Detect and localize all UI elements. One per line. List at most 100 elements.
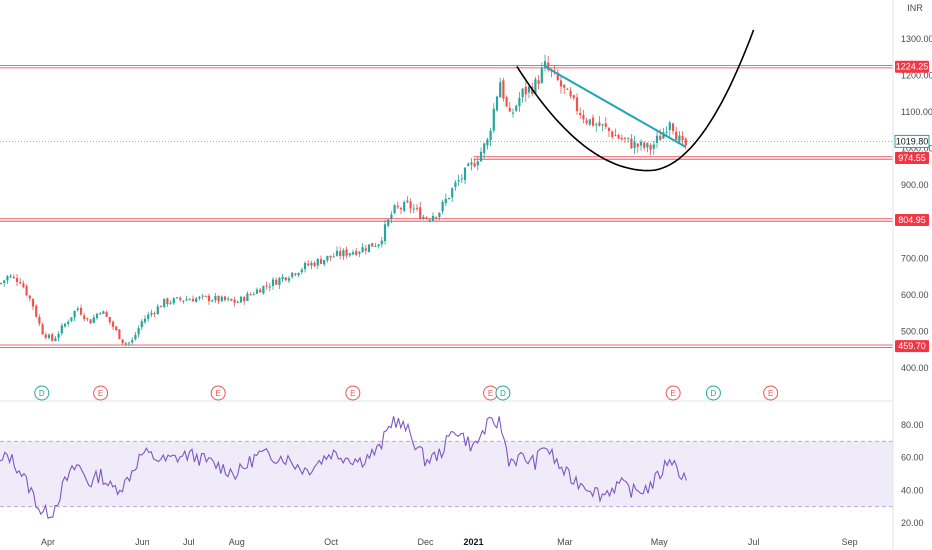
candle-body [396, 205, 399, 208]
candle-body [332, 256, 335, 258]
price-pane[interactable] [0, 29, 893, 348]
candle-body [598, 122, 601, 126]
candle-body [390, 214, 393, 219]
candle-body [428, 219, 431, 221]
candle-body [259, 289, 262, 293]
candle-body [201, 295, 204, 297]
candle-body [639, 141, 643, 146]
candle-body [371, 243, 374, 247]
rsi-pane[interactable] [0, 416, 893, 520]
candle-body [636, 143, 639, 147]
candle-body [153, 313, 156, 315]
candle-body [435, 216, 438, 218]
candle-body [447, 197, 451, 199]
candle-body [393, 205, 396, 214]
candle-body [38, 316, 41, 324]
candle-body [166, 298, 169, 305]
candle-body [319, 259, 323, 264]
dividend-marker [705, 385, 721, 401]
candle-body [9, 276, 12, 278]
dividend-marker [495, 385, 511, 401]
candle-body [31, 298, 35, 307]
candle-body [630, 138, 633, 149]
candle-body [15, 278, 19, 283]
cup-curve-drawing[interactable] [516, 29, 755, 172]
candle-body [623, 137, 627, 139]
earnings-marker [763, 385, 779, 401]
candle-body [137, 328, 140, 335]
candle-body [534, 79, 537, 94]
candle-body [342, 250, 345, 257]
event-marker-label: E [350, 389, 355, 398]
candle-body [326, 255, 329, 261]
candle-body [457, 180, 460, 182]
candle-body [684, 138, 687, 146]
candle-body [665, 131, 668, 133]
candle-body [230, 298, 233, 301]
event-marker-label: D [711, 389, 717, 398]
candle-body [310, 262, 313, 266]
time-tick-label: Jun [135, 537, 150, 547]
price-tick-label: 1000.00 [901, 144, 932, 154]
rsi-axis[interactable]: 20.00 40.00 60.00 80.00 [901, 420, 924, 528]
candle-body [419, 207, 422, 219]
candle-body [115, 326, 118, 331]
candle-body [291, 272, 294, 278]
candle-body [518, 98, 521, 107]
candle-body [383, 224, 387, 242]
event-marker-label: E [768, 389, 773, 398]
candle-body [339, 251, 342, 257]
candle-body [131, 340, 134, 343]
candle-body [236, 301, 239, 303]
candle-body [537, 80, 540, 84]
candle-body [127, 342, 131, 344]
candle-body [204, 295, 207, 297]
candle-body [540, 67, 543, 83]
candle-body [595, 124, 598, 126]
candle-body [467, 163, 470, 166]
support-resistance-levels [0, 65, 893, 348]
candle-body [470, 162, 473, 165]
candle-body [675, 131, 678, 141]
rsi-band [0, 441, 893, 507]
candle-body [351, 252, 355, 255]
time-axis[interactable]: Apr Jun Jul Aug Oct Dec 2021 Mar May Jul Sep [41, 537, 858, 547]
candle-body [297, 272, 300, 276]
candle-body [169, 302, 172, 304]
candle-body [278, 278, 281, 285]
candle-body [655, 135, 659, 143]
candle-body [652, 144, 655, 149]
level-badge [895, 340, 929, 353]
candle-body [422, 216, 425, 220]
time-tick-label: Dec [418, 537, 435, 547]
candle-body [303, 262, 307, 270]
earnings-marker [210, 385, 226, 401]
candle-body [399, 208, 403, 210]
candle-body [444, 198, 447, 204]
candle-body [105, 312, 108, 317]
candle-body [659, 135, 662, 141]
candle-body [607, 127, 611, 131]
candle-body [92, 317, 95, 323]
candle-body [89, 319, 92, 324]
time-tick-label: Apr [41, 537, 55, 547]
candle-body [172, 298, 175, 304]
candle-body [585, 120, 588, 124]
event-marker-label: D [500, 389, 506, 398]
candle-body [147, 314, 150, 319]
candle-body [275, 279, 278, 285]
price-tick-label: 1300.00 [901, 34, 932, 44]
candle-body [575, 97, 579, 112]
candle-body [559, 80, 563, 87]
candle-body [0, 283, 3, 285]
candle-body [591, 117, 595, 126]
earnings-marker [345, 385, 361, 401]
trendline-drawing[interactable] [544, 65, 687, 148]
time-tick-label: May [651, 537, 669, 547]
candle-body [86, 318, 89, 320]
event-marker-label: E [98, 389, 103, 398]
candle-body [83, 315, 86, 320]
candle-body [380, 240, 383, 245]
candle-body [198, 296, 201, 299]
level-badge-label: 1224.25 [896, 62, 929, 72]
